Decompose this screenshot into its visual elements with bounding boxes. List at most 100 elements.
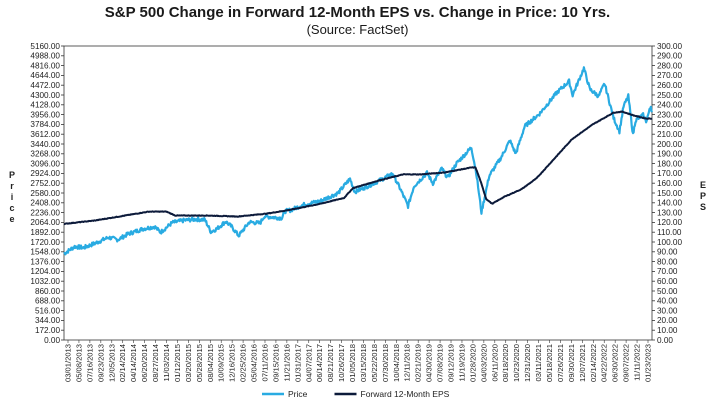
x-tick-label: 05/04/2016: [250, 344, 259, 382]
x-tick-label: 10/23/2020: [512, 344, 521, 382]
right-tick-label: 20.00: [657, 316, 678, 325]
x-tick-label: 03/15/2018: [359, 344, 368, 382]
x-tick-label: 02/21/2019: [414, 344, 423, 382]
left-tick-label: 0.00: [44, 336, 60, 345]
y-axis-left-letter: i: [11, 192, 14, 202]
chart-title: S&P 500 Change in Forward 12-Month EPS v…: [104, 4, 611, 21]
left-tick-label: 1376.00: [30, 257, 60, 266]
x-tick-label: 05/18/2021: [545, 344, 554, 382]
x-tick-label: 08/04/2015: [206, 344, 215, 382]
price-series-line: [63, 66, 653, 256]
right-tick-label: 140.00: [657, 199, 682, 208]
left-tick-label: 2064.00: [30, 218, 60, 227]
x-tick-label: 11/03/2014: [162, 344, 171, 381]
x-tick-label: 11/19/2019: [457, 344, 466, 381]
x-tick-label: 07/11/2016: [260, 344, 269, 381]
x-tick-label: 09/12/2019: [447, 344, 456, 382]
eps-series-line: [63, 110, 653, 226]
right-tick-label: 170.00: [657, 169, 682, 178]
right-tick-label: 280.00: [657, 61, 682, 70]
right-tick-label: 40.00: [657, 297, 678, 306]
left-tick-label: 3612.00: [30, 130, 60, 139]
right-tick-label: 60.00: [657, 277, 678, 286]
x-tick-label: 03/01/2013: [64, 344, 73, 382]
left-tick-label: 4988.00: [30, 52, 60, 61]
left-tick-label: 2752.00: [30, 179, 60, 188]
left-tick-label: 2236.00: [30, 208, 60, 217]
left-tick-label: 2580.00: [30, 189, 60, 198]
left-tick-label: 172.00: [35, 326, 60, 335]
y-axis-right-letter: S: [700, 202, 706, 212]
right-tick-label: 270.00: [657, 71, 682, 80]
y-axis-left-letter: e: [9, 214, 14, 224]
left-tick-label: 516.00: [35, 306, 60, 315]
right-tick-label: 110.00: [657, 228, 682, 237]
x-tick-label: 02/25/2016: [239, 344, 248, 382]
left-tick-label: 3784.00: [30, 120, 60, 129]
legend-label-eps: Forward 12-Month EPS: [361, 389, 450, 399]
x-tick-label: 05/22/2018: [370, 344, 379, 382]
x-tick-label: 04/30/2019: [425, 344, 434, 382]
x-tick-label: 09/07/2022: [622, 344, 631, 382]
x-tick-label: 03/20/2015: [184, 344, 193, 382]
x-tick-label: 04/07/2017: [304, 344, 313, 382]
x-tick-label: 12/16/2015: [228, 344, 237, 382]
left-tick-label: 4472.00: [30, 81, 60, 90]
x-tick-label: 12/31/2020: [523, 344, 532, 382]
x-tick-label: 06/14/2017: [315, 344, 324, 382]
x-tick-label: 07/08/2019: [436, 344, 445, 382]
x-tick-label: 04/03/2020: [479, 344, 488, 382]
x-tick-label: 02/14/2014: [118, 344, 127, 382]
y-axis-left-letter: c: [9, 203, 14, 213]
left-tick-label: 4300.00: [30, 91, 60, 100]
left-tick-label: 4816.00: [30, 61, 60, 70]
x-tick-label: 01/12/2015: [173, 344, 182, 382]
right-tick-label: 130.00: [657, 208, 682, 217]
left-tick-label: 3956.00: [30, 110, 60, 119]
left-tick-label: 2924.00: [30, 169, 60, 178]
legend-label-price: Price: [288, 389, 308, 399]
right-tick-label: 240.00: [657, 101, 682, 110]
x-tick-label: 02/14/2022: [589, 344, 598, 382]
right-tick-label: 260.00: [657, 81, 682, 90]
x-tick-label: 07/26/2021: [556, 344, 565, 382]
left-tick-label: 4644.00: [30, 71, 60, 80]
plot-frame: [63, 45, 653, 341]
x-tick-label: 11/11/2022: [633, 344, 642, 381]
x-tick-label: 01/05/2018: [348, 344, 357, 382]
y-axis-right-letter: E: [700, 180, 706, 190]
left-tick-label: 1720.00: [30, 238, 60, 247]
x-tick-label: 01/31/2017: [293, 344, 302, 382]
right-tick-label: 0.00: [657, 336, 673, 345]
right-tick-label: 160.00: [657, 179, 682, 188]
right-tick-label: 70.00: [657, 267, 678, 276]
x-tick-label: 10/26/2017: [337, 344, 346, 382]
x-tick-label: 12/11/2018: [403, 344, 412, 381]
x-tick-label: 06/20/2014: [140, 344, 149, 382]
x-tick-label: 10/04/2018: [392, 344, 401, 382]
x-tick-label: 08/21/2017: [326, 344, 335, 382]
x-tick-label: 06/11/2020: [490, 344, 499, 381]
left-tick-label: 3268.00: [30, 150, 60, 159]
left-tick-label: 1204.00: [30, 267, 60, 276]
right-tick-label: 90.00: [657, 248, 678, 257]
left-tick-label: 2408.00: [30, 199, 60, 208]
x-tick-label: 01/23/2023: [644, 344, 653, 382]
right-tick-label: 100.00: [657, 238, 682, 247]
x-tick-label: 11/21/2016: [282, 344, 291, 381]
x-tick-label: 04/14/2014: [129, 344, 138, 382]
left-tick-label: 1032.00: [30, 277, 60, 286]
right-tick-label: 220.00: [657, 120, 682, 129]
right-tick-label: 200.00: [657, 140, 682, 149]
left-tick-label: 5160.00: [30, 42, 60, 51]
right-tick-label: 250.00: [657, 91, 682, 100]
right-tick-label: 230.00: [657, 110, 682, 119]
chart-subtitle: (Source: FactSet): [306, 22, 409, 37]
x-tick-label: 05/08/2013: [74, 344, 83, 382]
x-tick-label: 06/30/2022: [611, 344, 620, 382]
y-axis-left-letter: r: [10, 181, 14, 191]
left-tick-label: 3096.00: [30, 159, 60, 168]
x-tick-label: 12/07/2021: [578, 344, 587, 382]
